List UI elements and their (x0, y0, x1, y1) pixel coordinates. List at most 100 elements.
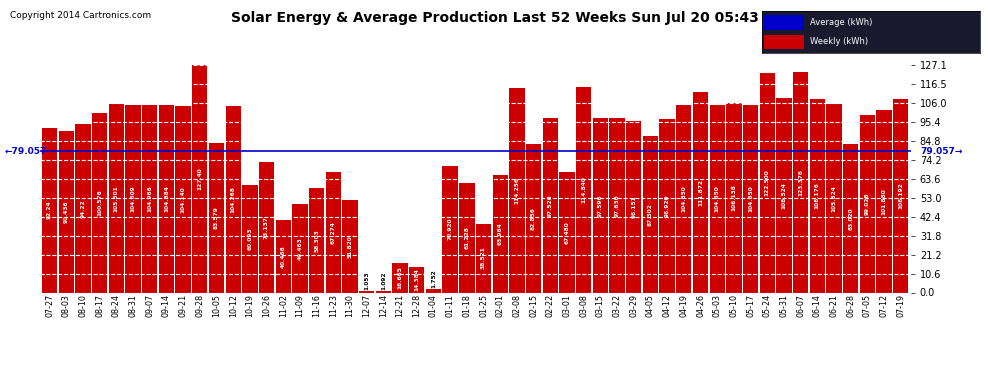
Text: 108.176: 108.176 (815, 182, 820, 209)
Bar (476, 224, 491, 292)
Text: 114.256: 114.256 (515, 177, 520, 204)
Text: Copyright 2014 Cartronics.com: Copyright 2014 Cartronics.com (10, 11, 151, 20)
Bar (659, 119, 675, 292)
Text: 105.324: 105.324 (832, 185, 837, 212)
Text: 97.630: 97.630 (615, 194, 620, 216)
Bar (543, 118, 558, 292)
Text: 60.093: 60.093 (248, 228, 252, 250)
Bar (209, 143, 224, 292)
Text: 104.650: 104.650 (715, 186, 720, 212)
Text: 94.22: 94.22 (80, 199, 85, 217)
Text: 104.650: 104.650 (748, 186, 753, 212)
Text: 65.964: 65.964 (498, 222, 503, 245)
Text: 16.665: 16.665 (398, 266, 403, 289)
Bar (610, 118, 625, 292)
Bar (626, 120, 642, 292)
Text: 38.521: 38.521 (481, 247, 486, 270)
Text: 58.303: 58.303 (314, 229, 319, 252)
Bar (359, 291, 374, 292)
Text: 96.920: 96.920 (664, 195, 669, 217)
Bar (175, 106, 191, 292)
Text: 105.301: 105.301 (114, 185, 119, 212)
Text: Average (kWh): Average (kWh) (810, 18, 872, 27)
Bar (426, 290, 442, 292)
Text: 104.268: 104.268 (231, 186, 236, 213)
Bar (710, 105, 725, 292)
Text: 97.528: 97.528 (547, 194, 552, 217)
Bar (58, 131, 74, 292)
Text: 97.596: 97.596 (598, 194, 603, 216)
Bar (859, 116, 875, 292)
Text: 108.192: 108.192 (898, 182, 903, 209)
Text: Weekly (kWh): Weekly (kWh) (810, 37, 868, 46)
Bar (243, 185, 257, 292)
Text: 67.480: 67.480 (564, 221, 569, 243)
Bar (793, 72, 808, 292)
Bar (576, 87, 591, 292)
Text: 51.820: 51.820 (347, 235, 352, 258)
Text: 1.092: 1.092 (381, 271, 386, 290)
Text: 123.376: 123.376 (798, 169, 803, 196)
Text: 79.057→: 79.057→ (921, 147, 963, 156)
Text: 83.020: 83.020 (848, 207, 853, 230)
Bar (392, 263, 408, 292)
Bar (843, 144, 858, 292)
Bar (226, 106, 241, 292)
Text: 101.880: 101.880 (882, 188, 887, 215)
Text: 67.274: 67.274 (331, 221, 336, 244)
Bar (693, 92, 708, 292)
Text: 96.151: 96.151 (632, 195, 637, 218)
Text: 99.028: 99.028 (865, 193, 870, 215)
Bar (409, 267, 425, 292)
Bar (764, 35, 804, 49)
Bar (727, 103, 742, 292)
Bar (764, 15, 804, 30)
Bar (676, 105, 691, 292)
Text: 83.579: 83.579 (214, 206, 219, 229)
Bar (776, 98, 792, 292)
Bar (158, 105, 174, 292)
Bar (893, 99, 909, 292)
Text: 127.40: 127.40 (197, 167, 202, 190)
Text: 61.228: 61.228 (464, 226, 469, 249)
Bar (559, 172, 574, 292)
Bar (309, 188, 325, 292)
Text: 104.609: 104.609 (131, 186, 136, 212)
Text: 73.137: 73.137 (264, 216, 269, 238)
Text: 70.920: 70.920 (447, 218, 452, 240)
Bar (192, 64, 208, 292)
Text: 106.138: 106.138 (732, 184, 737, 211)
Text: 87.302: 87.302 (647, 203, 653, 226)
Bar (643, 136, 658, 292)
Bar (292, 204, 308, 292)
Text: 92.24: 92.24 (48, 201, 52, 219)
Text: 108.524: 108.524 (781, 182, 786, 209)
Bar (275, 220, 291, 292)
Text: ←79.057: ←79.057 (5, 147, 48, 156)
Bar (259, 162, 274, 292)
Text: 49.463: 49.463 (297, 237, 303, 260)
Text: 40.468: 40.468 (281, 245, 286, 268)
Text: 104.140: 104.140 (180, 186, 186, 213)
Bar (109, 104, 124, 292)
Bar (742, 105, 758, 292)
Bar (827, 104, 842, 292)
Text: 100.576: 100.576 (97, 189, 102, 216)
Text: 111.872: 111.872 (698, 179, 703, 206)
Bar (92, 112, 107, 292)
Bar (593, 118, 608, 292)
Bar (42, 128, 57, 292)
Text: Solar Energy & Average Production Last 52 Weeks Sun Jul 20 05:43: Solar Energy & Average Production Last 5… (231, 11, 759, 25)
Bar (759, 74, 775, 292)
Text: 82.856: 82.856 (531, 207, 537, 230)
Bar (75, 124, 91, 292)
Bar (376, 291, 391, 292)
Bar (459, 183, 474, 292)
Bar (143, 105, 157, 292)
Bar (326, 172, 341, 292)
Text: 90.436: 90.436 (63, 200, 68, 223)
Text: 1.053: 1.053 (364, 271, 369, 290)
Bar (526, 144, 542, 292)
Bar (126, 105, 141, 292)
Bar (509, 88, 525, 292)
